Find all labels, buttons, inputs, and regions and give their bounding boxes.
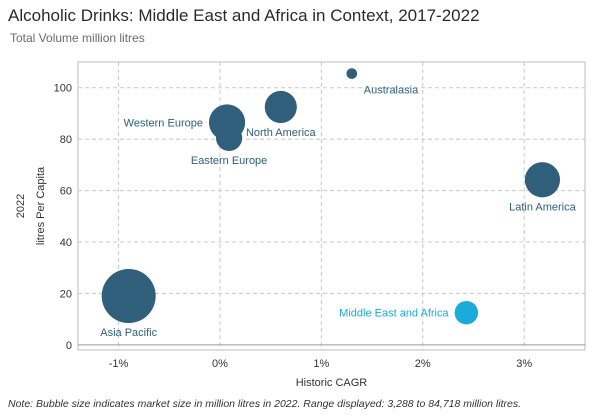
chart-title: Alcoholic Drinks: Middle East and Africa… [8,6,480,25]
y-tick-label: 20 [60,288,72,300]
y-tick-label: 40 [60,237,72,249]
y-axis-label: litres Per Capita [35,166,47,245]
bubble-north-america [264,90,297,124]
bubble-label-middle-east-and-africa: Middle East and Africa [339,308,449,320]
x-tick-label: 2% [415,358,431,370]
bubble-labels: Asia Pacific Western Europe Latin America N… [100,85,576,339]
bubble-label-eastern-europe: Eastern Europe [191,155,267,167]
bubbles [101,68,561,325]
x-tick-label: 0% [212,358,228,370]
y-tick-label: 80 [60,134,72,146]
bubble-eastern-europe [215,124,243,151]
x-tick-label: -1% [109,358,129,370]
y-tick-label: 100 [54,83,72,95]
y-tick-label: 60 [60,186,72,198]
bubble-label-western-europe: Western Europe [124,117,203,129]
bubble-latin-america [524,162,561,198]
x-tick-label: 1% [313,358,329,370]
bubble-label-australasia: Australasia [364,85,419,97]
x-axis-label: Historic CAGR [296,377,368,389]
bubble-label-north-america: North America [246,127,317,139]
x-tick-label: 3% [516,358,532,370]
bubble-label-asia-pacific: Asia Pacific [100,327,157,339]
bubble-label-latin-america: Latin America [509,201,577,213]
x-axis-ticks: -1% 0% 1% 2% 3% [109,358,533,370]
bubble-middle-east-and-africa [454,300,479,325]
plot-frame [77,61,586,351]
bubble-australasia [346,68,358,79]
chart-subtitle: Total Volume million litres [10,31,145,45]
y-axis-outer-label: 2022 [15,194,27,218]
y-tick-label: 0 [66,340,72,352]
chart-note: Note: Bubble size indicates market size … [8,398,522,410]
y-axis-ticks: 0 20 40 60 80 100 [54,83,72,352]
bubble-asia-pacific [101,269,156,323]
